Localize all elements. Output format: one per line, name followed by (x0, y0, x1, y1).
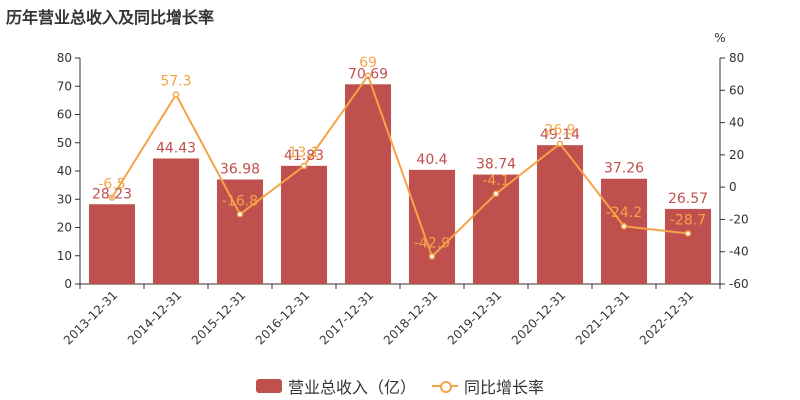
line-value-label: 69 (359, 55, 377, 71)
line-value-label: -42.9 (414, 235, 450, 251)
y-left-tick-label: 40 (57, 164, 72, 178)
bar-revenue[interactable] (408, 169, 456, 284)
y-left-tick-label: 70 (57, 79, 72, 93)
line-point-growth[interactable] (236, 211, 244, 218)
bar-revenue[interactable] (600, 178, 648, 284)
chart-title: 历年营业总收入及同比增长率 (6, 8, 215, 27)
bar-value-label: 49.14 (540, 127, 580, 143)
y-right-tick-label: -40 (729, 245, 749, 259)
legend-item-revenue[interactable]: 营业总收入（亿） (255, 374, 416, 398)
bar-revenue[interactable] (88, 204, 136, 284)
bar-value-label: 38.74 (476, 157, 516, 173)
x-tick-label: 2020-12-31 (509, 288, 568, 347)
bar-value-label: 28.23 (92, 186, 132, 202)
x-tick-label: 2015-12-31 (189, 288, 248, 347)
bar-value-label: 36.98 (220, 162, 260, 178)
bar-value-label: 41.83 (284, 148, 324, 164)
bar-revenue[interactable] (280, 165, 328, 284)
x-tick-label: 2014-12-31 (125, 288, 184, 347)
bar-revenue[interactable] (664, 208, 712, 284)
y-right-tick-label: -20 (729, 212, 749, 226)
y-left-tick-label: 0 (64, 277, 72, 291)
x-tick-label: 2013-12-31 (61, 288, 120, 347)
line-value-label: 13.1 (288, 145, 319, 161)
y-right-tick-label: 40 (729, 116, 744, 130)
bar-value-label: 37.26 (604, 161, 644, 177)
bar-revenue[interactable] (152, 158, 200, 284)
y-left-tick-label: 80 (57, 51, 72, 65)
line-point-growth[interactable] (172, 91, 180, 98)
line-value-label: -6.5 (98, 177, 125, 193)
y-right-tick-label: 60 (729, 83, 744, 97)
line-point-growth[interactable] (492, 190, 500, 198)
y-left-tick-label: 20 (57, 221, 72, 235)
x-tick-label: 2021-12-31 (573, 288, 632, 347)
x-tick-label: 2016-12-31 (253, 288, 312, 347)
bar-revenue[interactable] (216, 179, 264, 284)
legend-label-growth: 同比增长率 (464, 378, 545, 397)
x-tick-label: 2022-12-31 (637, 288, 696, 347)
legend-line-swatch (432, 379, 458, 393)
x-tick-label: 2019-12-31 (445, 288, 504, 347)
bar-value-label: 44.43 (156, 140, 196, 156)
line-point-growth[interactable] (556, 140, 564, 147)
line-point-growth[interactable] (364, 72, 372, 80)
legend: 营业总收入（亿） 同比增长率 (0, 374, 800, 398)
line-value-label: -4.1 (482, 173, 509, 189)
y-left-tick-label: 60 (57, 108, 72, 122)
y-left-tick-label: 10 (57, 249, 72, 263)
x-tick-label: 2017-12-31 (317, 288, 376, 347)
x-tick-label: 2018-12-31 (381, 288, 440, 347)
line-point-growth[interactable] (108, 194, 116, 201)
y-left-tick-label: 50 (57, 136, 72, 150)
legend-item-growth[interactable]: 同比增长率 (432, 374, 544, 398)
line-value-label: -16.8 (222, 193, 258, 209)
bar-revenue[interactable] (536, 145, 584, 284)
legend-bar-swatch (255, 379, 282, 393)
y-right-tick-label: 20 (729, 148, 744, 162)
line-value-label: 57.3 (160, 74, 191, 90)
bar-revenue[interactable] (344, 84, 392, 284)
line-point-growth[interactable] (428, 253, 436, 260)
y-left-tick-label: 30 (57, 192, 72, 206)
y-right-tick-label: 80 (729, 51, 744, 65)
line-value-label: -24.2 (606, 205, 642, 221)
line-value-label: 26.9 (544, 123, 575, 139)
line-point-growth[interactable] (300, 162, 308, 170)
line-value-label: -28.7 (670, 212, 706, 228)
bar-value-label: 70.69 (348, 66, 388, 82)
y-right-unit: % (714, 31, 725, 45)
y-right-tick-label: -60 (729, 277, 749, 291)
y-right-tick-label: 0 (729, 180, 737, 194)
line-point-growth[interactable] (684, 230, 692, 237)
line-point-growth[interactable] (620, 222, 628, 230)
bar-value-label: 40.4 (416, 152, 447, 168)
bar-value-label: 26.57 (668, 191, 708, 207)
legend-label-revenue: 营业总收入（亿） (287, 378, 416, 397)
line-growth (111, 73, 689, 259)
